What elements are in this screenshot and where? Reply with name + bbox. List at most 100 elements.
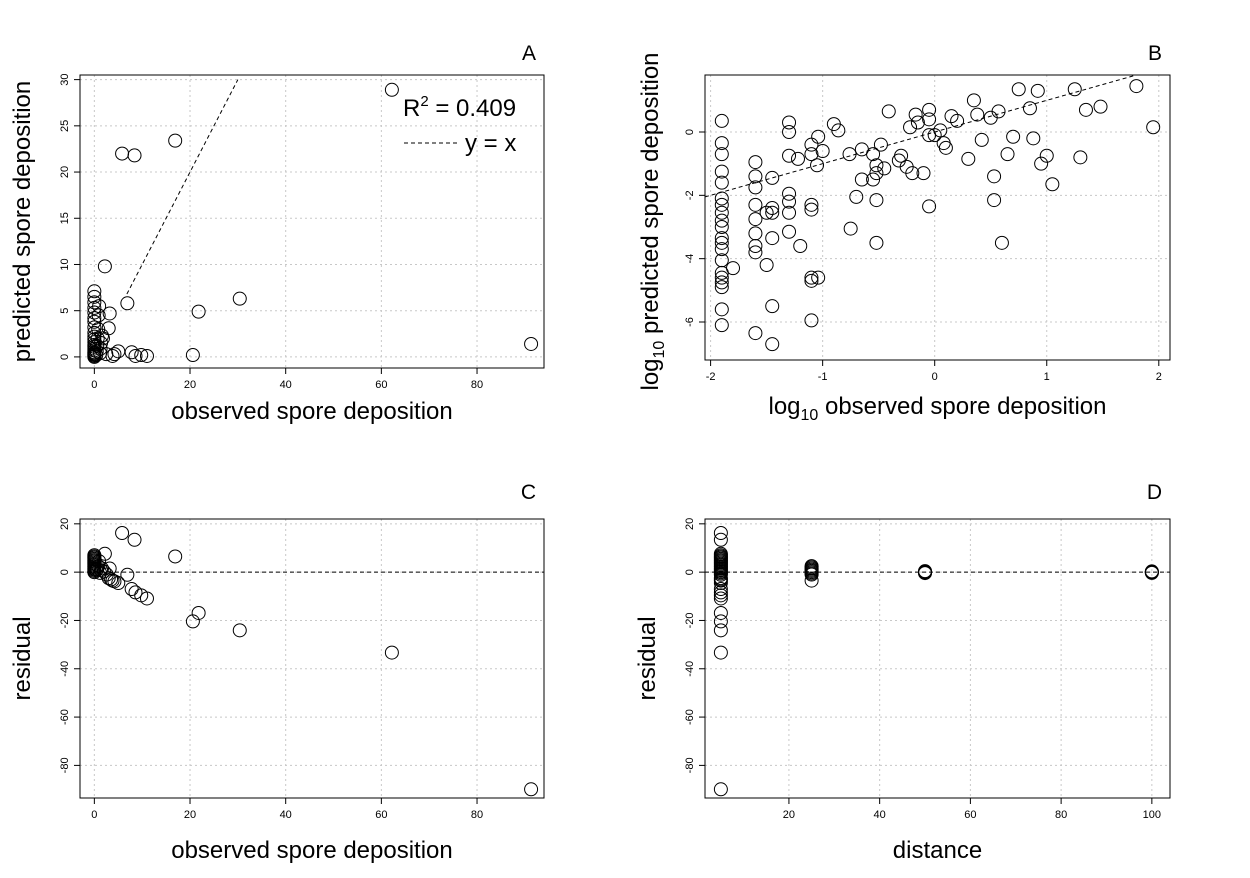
data-point	[1030, 83, 1045, 98]
data-point	[782, 224, 797, 239]
x-axis-title: distance	[893, 837, 982, 864]
data-point	[815, 144, 830, 158]
r-squared-value: = 0.409	[429, 95, 516, 122]
y-tick-label: -40	[59, 661, 71, 677]
data-point	[714, 147, 729, 162]
data-point	[994, 235, 1009, 250]
y-axis-title: predicted spore deposition	[9, 81, 36, 363]
data-point	[168, 133, 183, 148]
data-point	[922, 199, 937, 214]
data-point	[991, 104, 1006, 119]
data-point	[90, 331, 105, 346]
data-point	[124, 582, 139, 597]
data-point	[987, 193, 1002, 208]
data-point	[765, 170, 780, 185]
y-tick-label: -20	[59, 613, 71, 629]
data-point	[873, 137, 888, 152]
x-tick-label: 40	[280, 809, 292, 821]
y-tick-label: -80	[59, 757, 71, 773]
data-point	[866, 147, 881, 162]
data-point	[91, 559, 106, 574]
data-point	[1067, 82, 1082, 97]
data-point	[726, 261, 741, 276]
data-point	[810, 158, 825, 173]
data-point	[384, 645, 399, 660]
data-point	[714, 205, 729, 220]
y-tick-label: 20	[59, 518, 71, 530]
data-point	[869, 158, 884, 173]
x-tick-label: 40	[280, 379, 292, 391]
data-point	[916, 166, 931, 181]
y-tick-label: 10	[59, 258, 71, 270]
data-point	[748, 226, 763, 241]
data-point	[115, 146, 130, 161]
data-point	[974, 132, 989, 147]
data-point	[1093, 99, 1108, 114]
data-point	[714, 235, 729, 250]
x-tick-label: 100	[1143, 809, 1161, 821]
data-point	[713, 526, 728, 541]
x-tick-label: -1	[818, 371, 828, 383]
data-point	[714, 213, 729, 228]
data-point	[713, 567, 728, 582]
y-tick-label: -20	[684, 613, 696, 629]
y-tick-label: 0	[684, 569, 696, 575]
data-point	[748, 180, 763, 195]
y-tick-label: 0	[59, 569, 71, 575]
data-point	[908, 107, 923, 122]
data-point	[104, 572, 119, 587]
data-point	[748, 197, 763, 212]
data-point	[713, 623, 728, 638]
y-axis-title: residual	[9, 616, 36, 700]
x-axis-title: observed spore deposition	[171, 837, 453, 864]
y-tick-label: -4	[684, 254, 696, 264]
y-axis-title-prefix: log	[637, 358, 664, 390]
data-point	[191, 304, 206, 319]
data-point	[111, 576, 126, 591]
r-squared-exp: 2	[420, 93, 428, 110]
data-point	[804, 273, 819, 288]
data-point	[87, 311, 102, 326]
data-point	[811, 270, 826, 285]
data-point	[713, 591, 728, 606]
data-point	[120, 296, 135, 311]
data-point	[124, 345, 139, 360]
x-tick-label: 80	[471, 379, 483, 391]
panel-label: A	[522, 42, 536, 65]
data-point	[87, 295, 102, 310]
data-point	[765, 337, 780, 352]
data-point	[804, 573, 819, 588]
data-point	[782, 115, 797, 130]
data-point	[714, 164, 729, 179]
data-point	[714, 175, 729, 190]
data-point	[759, 258, 774, 272]
data-point	[714, 220, 729, 234]
y-axis-title: log10 predicted spore deposition	[637, 52, 668, 390]
data-point	[101, 321, 116, 336]
data-point	[91, 308, 106, 323]
data-point	[804, 147, 819, 162]
data-point	[927, 128, 942, 143]
plot-frame	[79, 518, 545, 799]
x-axis-title-rest: observed spore deposition	[818, 393, 1106, 420]
legend-line-label: y = x	[465, 130, 516, 157]
plot-frame	[704, 74, 1171, 361]
panel-label: C	[521, 481, 536, 504]
data-point	[842, 147, 857, 162]
data-point	[713, 582, 728, 597]
panel-label: B	[1148, 42, 1162, 65]
y-axis-title-rest: predicted spore deposition	[637, 52, 664, 340]
y-tick-label: 20	[59, 166, 71, 178]
r-squared-prefix: R	[403, 95, 420, 122]
x-tick-label: 1	[1044, 371, 1050, 383]
data-point	[191, 605, 206, 620]
data-point	[1078, 102, 1093, 117]
y-tick-label: -60	[684, 709, 696, 725]
data-point	[713, 588, 728, 603]
data-point	[922, 102, 937, 117]
data-point	[168, 549, 183, 564]
data-point	[905, 166, 920, 181]
data-point	[115, 526, 130, 541]
data-point	[933, 123, 948, 138]
